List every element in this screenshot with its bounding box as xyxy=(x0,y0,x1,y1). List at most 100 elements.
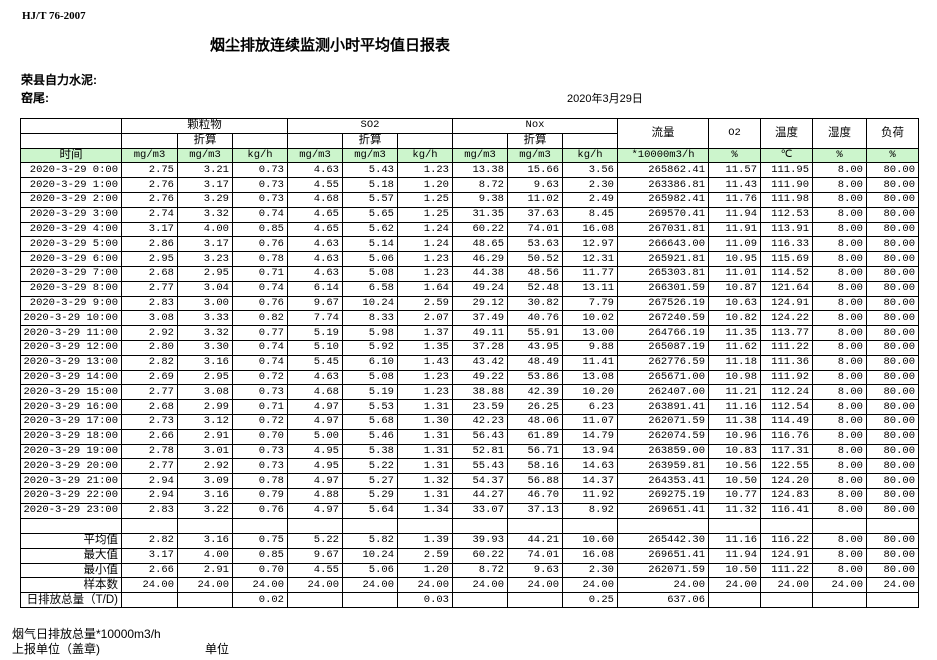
data-cell: 12.97 xyxy=(562,236,618,253)
data-cell xyxy=(708,592,761,608)
data-cell: 11.09 xyxy=(708,236,761,253)
data-cell: 11.76 xyxy=(708,191,761,208)
data-cell xyxy=(866,592,919,608)
data-cell: 3.21 xyxy=(177,162,233,179)
data-cell: 49.11 xyxy=(452,325,508,341)
data-cell: 80.00 xyxy=(866,369,919,386)
data-cell: 3.29 xyxy=(177,191,233,208)
report-date: 2020年3月29日 xyxy=(567,93,643,105)
data-cell: 11.94 xyxy=(708,547,761,564)
data-cell: 30.82 xyxy=(507,295,563,312)
data-cell: 2.92 xyxy=(121,325,178,341)
data-cell: 3.56 xyxy=(562,162,618,179)
data-cell: 269651.41 xyxy=(617,547,709,564)
data-cell: 2.75 xyxy=(121,162,178,179)
data-cell: 3.17 xyxy=(177,236,233,253)
data-cell: 10.87 xyxy=(708,280,761,297)
data-cell: 1.37 xyxy=(397,325,453,341)
data-cell: 56.43 xyxy=(452,428,508,445)
data-cell: 8.00 xyxy=(812,473,867,489)
data-cell: 3.09 xyxy=(177,473,233,489)
data-cell: 9.88 xyxy=(562,339,618,356)
data-cell: 1.31 xyxy=(397,399,453,415)
data-cell: 8.00 xyxy=(812,533,867,549)
unit-label: 单位 xyxy=(205,642,230,656)
table-row: 2020-3-29 21:00 2.94 3.09 0.78 4.97 5.27 1.32 5… xyxy=(20,473,919,489)
header-blank xyxy=(121,132,178,149)
data-cell: 4.65 xyxy=(287,221,343,238)
data-cell: 5.22 xyxy=(342,458,398,475)
data-cell: 114.52 xyxy=(760,265,813,282)
data-cell: 8.00 xyxy=(812,162,867,179)
data-cell: 0.02 xyxy=(232,592,288,608)
table-row: 2020-3-29 11:00 2.92 3.32 0.77 5.19 5.98 1.37 4… xyxy=(20,325,919,341)
data-cell: 1.43 xyxy=(397,354,453,371)
data-cell: 0.74 xyxy=(232,280,288,297)
data-cell: 6.58 xyxy=(342,280,398,297)
data-cell: 24.00 xyxy=(397,577,453,594)
data-cell: 8.00 xyxy=(812,502,867,519)
data-cell: 0.76 xyxy=(232,236,288,253)
data-cell: 2.68 xyxy=(121,399,178,415)
report-title: 烟尘排放连续监测小时平均值日报表 xyxy=(210,37,451,54)
data-cell: 116.41 xyxy=(760,502,813,519)
row-label: 2020-3-29 10:00 xyxy=(20,310,122,327)
data-cell: 121.64 xyxy=(760,280,813,297)
data-cell xyxy=(617,517,709,534)
data-cell: 8.00 xyxy=(812,236,867,253)
row-label: 2020-3-29 16:00 xyxy=(20,399,122,415)
data-cell: 80.00 xyxy=(866,236,919,253)
data-cell: 4.65 xyxy=(287,206,343,223)
kiln-label: 窑尾: xyxy=(21,91,49,105)
data-cell: 4.63 xyxy=(287,251,343,267)
data-cell: 5.10 xyxy=(287,339,343,356)
data-cell: 4.97 xyxy=(287,413,343,430)
data-cell: 3.23 xyxy=(177,251,233,267)
data-cell xyxy=(812,592,867,608)
data-cell xyxy=(812,517,867,534)
data-cell: 24.00 xyxy=(866,577,919,594)
unit-cell: kg/h xyxy=(397,147,453,164)
data-cell: 4.00 xyxy=(177,547,233,564)
data-cell: 10.98 xyxy=(708,369,761,386)
data-cell: 0.70 xyxy=(232,562,288,579)
data-cell: 74.01 xyxy=(507,547,563,564)
data-cell: 5.53 xyxy=(342,399,398,415)
data-cell: 14.79 xyxy=(562,428,618,445)
data-cell: 2.83 xyxy=(121,295,178,312)
header-flow: 流量 xyxy=(617,118,709,149)
row-label: 2020-3-29 11:00 xyxy=(20,325,122,341)
data-cell: 4.97 xyxy=(287,399,343,415)
data-cell: 4.88 xyxy=(287,487,343,504)
data-cell: 2.74 xyxy=(121,206,178,223)
data-cell: 10.20 xyxy=(562,384,618,401)
data-cell: 3.16 xyxy=(177,354,233,371)
data-cell: 2.59 xyxy=(397,295,453,312)
table-row: 2020-3-29 13:00 2.82 3.16 0.74 5.45 6.10 1.43 4… xyxy=(20,354,919,371)
data-cell: 2.68 xyxy=(121,265,178,282)
header-humidity: 湿度 xyxy=(812,118,867,149)
data-cell: 42.23 xyxy=(452,413,508,430)
table-row: 2020-3-29 8:00 2.77 3.04 0.74 6.14 6.58 1.64 49… xyxy=(20,280,919,297)
data-cell: 0.71 xyxy=(232,265,288,282)
data-cell: 3.17 xyxy=(177,177,233,193)
data-cell: 80.00 xyxy=(866,547,919,564)
data-cell: 26.25 xyxy=(507,399,563,415)
row-label: 2020-3-29 18:00 xyxy=(20,428,122,445)
data-cell: 8.33 xyxy=(342,310,398,327)
data-cell: 267526.19 xyxy=(617,295,709,312)
data-cell: 80.00 xyxy=(866,399,919,415)
data-cell: 116.33 xyxy=(760,236,813,253)
data-cell: 4.55 xyxy=(287,177,343,193)
data-cell: 4.63 xyxy=(287,369,343,386)
data-cell: 8.00 xyxy=(812,369,867,386)
unit-cell: ℃ xyxy=(760,147,813,164)
unit-cell: kg/h xyxy=(232,147,288,164)
data-cell xyxy=(708,517,761,534)
data-cell: 8.00 xyxy=(812,413,867,430)
header-converted: 折算 xyxy=(342,132,398,149)
data-cell: 4.63 xyxy=(287,236,343,253)
data-cell: 8.00 xyxy=(812,295,867,312)
data-cell: 11.91 xyxy=(708,221,761,238)
data-cell: 264766.19 xyxy=(617,325,709,341)
